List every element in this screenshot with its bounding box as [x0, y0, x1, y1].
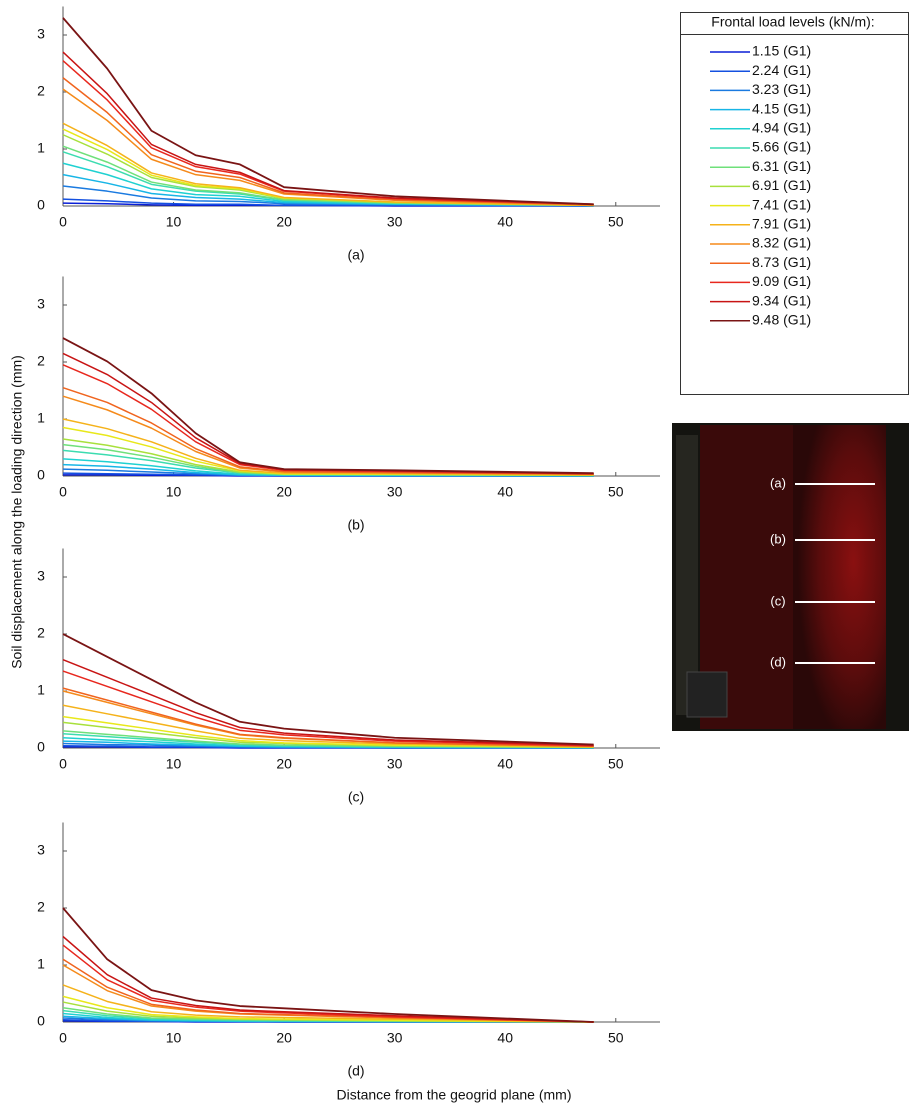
data-line	[62, 77, 594, 206]
photo: (a) (b) (c) (d)	[672, 423, 909, 731]
chart-caption: (b)	[347, 517, 364, 533]
x-tick-label: 30	[387, 1030, 403, 1046]
legend-label: 8.32 (G1)	[752, 235, 811, 251]
photo-label: (b)	[770, 531, 786, 546]
legend-label: 4.94 (G1)	[752, 120, 811, 136]
photo-plate	[686, 671, 728, 718]
legend-label: 9.48 (G1)	[752, 312, 811, 328]
data-line	[62, 122, 594, 207]
data-line	[62, 658, 594, 746]
data-line	[62, 730, 594, 749]
chart-caption: (d)	[347, 1063, 364, 1079]
data-line	[62, 386, 594, 476]
data-line	[62, 935, 594, 1023]
data-line	[62, 198, 594, 207]
legend-label: 8.73 (G1)	[752, 254, 811, 270]
y-tick-label: 3	[37, 26, 45, 42]
data-line	[62, 670, 594, 747]
data-line	[62, 995, 594, 1023]
data-line	[62, 395, 594, 476]
photo-label: (d)	[770, 654, 786, 669]
y-tick-label: 2	[37, 83, 45, 99]
legend-label: 2.24 (G1)	[752, 62, 811, 78]
photo-frame	[676, 435, 698, 715]
x-tick-label: 50	[608, 214, 624, 230]
photo-soil-right	[793, 425, 886, 729]
data-line	[62, 687, 594, 748]
x-tick-label: 10	[166, 214, 182, 230]
x-tick-label: 50	[608, 756, 624, 772]
data-line	[62, 715, 594, 748]
legend-label: 1.15 (G1)	[752, 43, 811, 59]
y-axis-label: Soil displacement along the loading dire…	[9, 355, 25, 669]
y-tick-label: 3	[37, 568, 45, 584]
y-tick-label: 3	[37, 296, 45, 312]
data-line	[62, 633, 594, 746]
x-tick-label: 20	[276, 1030, 292, 1046]
x-axis-label: Distance from the geogrid plane (mm)	[337, 1087, 572, 1103]
legend-label: 7.91 (G1)	[752, 216, 811, 232]
legend-label: 6.31 (G1)	[752, 158, 811, 174]
y-tick-label: 0	[37, 739, 45, 755]
legend-label: 9.34 (G1)	[752, 292, 811, 308]
y-tick-label: 0	[37, 467, 45, 483]
x-tick-label: 0	[59, 214, 67, 230]
data-line	[62, 944, 594, 1023]
x-tick-label: 40	[497, 1030, 513, 1046]
x-tick-label: 20	[276, 484, 292, 500]
data-line	[62, 418, 594, 476]
x-tick-label: 20	[276, 214, 292, 230]
x-tick-label: 10	[166, 1030, 182, 1046]
x-tick-label: 40	[497, 214, 513, 230]
legend-label: 3.23 (G1)	[752, 81, 811, 97]
data-line	[62, 17, 594, 206]
legend-label: 7.41 (G1)	[752, 196, 811, 212]
data-line	[62, 958, 594, 1023]
y-tick-label: 2	[37, 899, 45, 915]
y-tick-label: 0	[37, 1013, 45, 1029]
chart-caption: (a)	[347, 247, 364, 263]
legend-label: 4.15 (G1)	[752, 100, 811, 116]
chart-caption: (c)	[348, 789, 364, 805]
legend-label: 9.09 (G1)	[752, 273, 811, 289]
x-tick-label: 30	[387, 214, 403, 230]
data-line	[62, 704, 594, 748]
y-tick-label: 2	[37, 353, 45, 369]
photo-label: (a)	[770, 475, 786, 490]
x-tick-label: 40	[497, 756, 513, 772]
x-tick-label: 10	[166, 484, 182, 500]
legend-box	[680, 12, 909, 395]
y-tick-label: 1	[37, 956, 45, 972]
data-line	[62, 51, 594, 206]
legend-label: 5.66 (G1)	[752, 139, 811, 155]
legend-title: Frontal load levels (kN/m):	[711, 14, 874, 30]
y-tick-label: 1	[37, 410, 45, 426]
y-tick-label: 3	[37, 842, 45, 858]
y-tick-label: 0	[37, 197, 45, 213]
x-tick-label: 0	[59, 484, 67, 500]
legend-label: 6.91 (G1)	[752, 177, 811, 193]
y-tick-label: 2	[37, 625, 45, 641]
x-tick-label: 50	[608, 484, 624, 500]
photo-label: (c)	[770, 593, 785, 608]
data-line	[62, 426, 594, 476]
data-line	[62, 907, 594, 1023]
x-tick-label: 0	[59, 1030, 67, 1046]
x-tick-label: 50	[608, 1030, 624, 1046]
x-tick-label: 30	[387, 756, 403, 772]
x-tick-label: 0	[59, 756, 67, 772]
x-tick-label: 40	[497, 484, 513, 500]
y-tick-label: 1	[37, 682, 45, 698]
x-tick-label: 10	[166, 756, 182, 772]
data-line	[62, 984, 594, 1023]
y-tick-label: 1	[37, 140, 45, 156]
x-tick-label: 20	[276, 756, 292, 772]
data-line	[62, 337, 594, 475]
x-tick-label: 30	[387, 484, 403, 500]
data-line	[62, 60, 594, 206]
